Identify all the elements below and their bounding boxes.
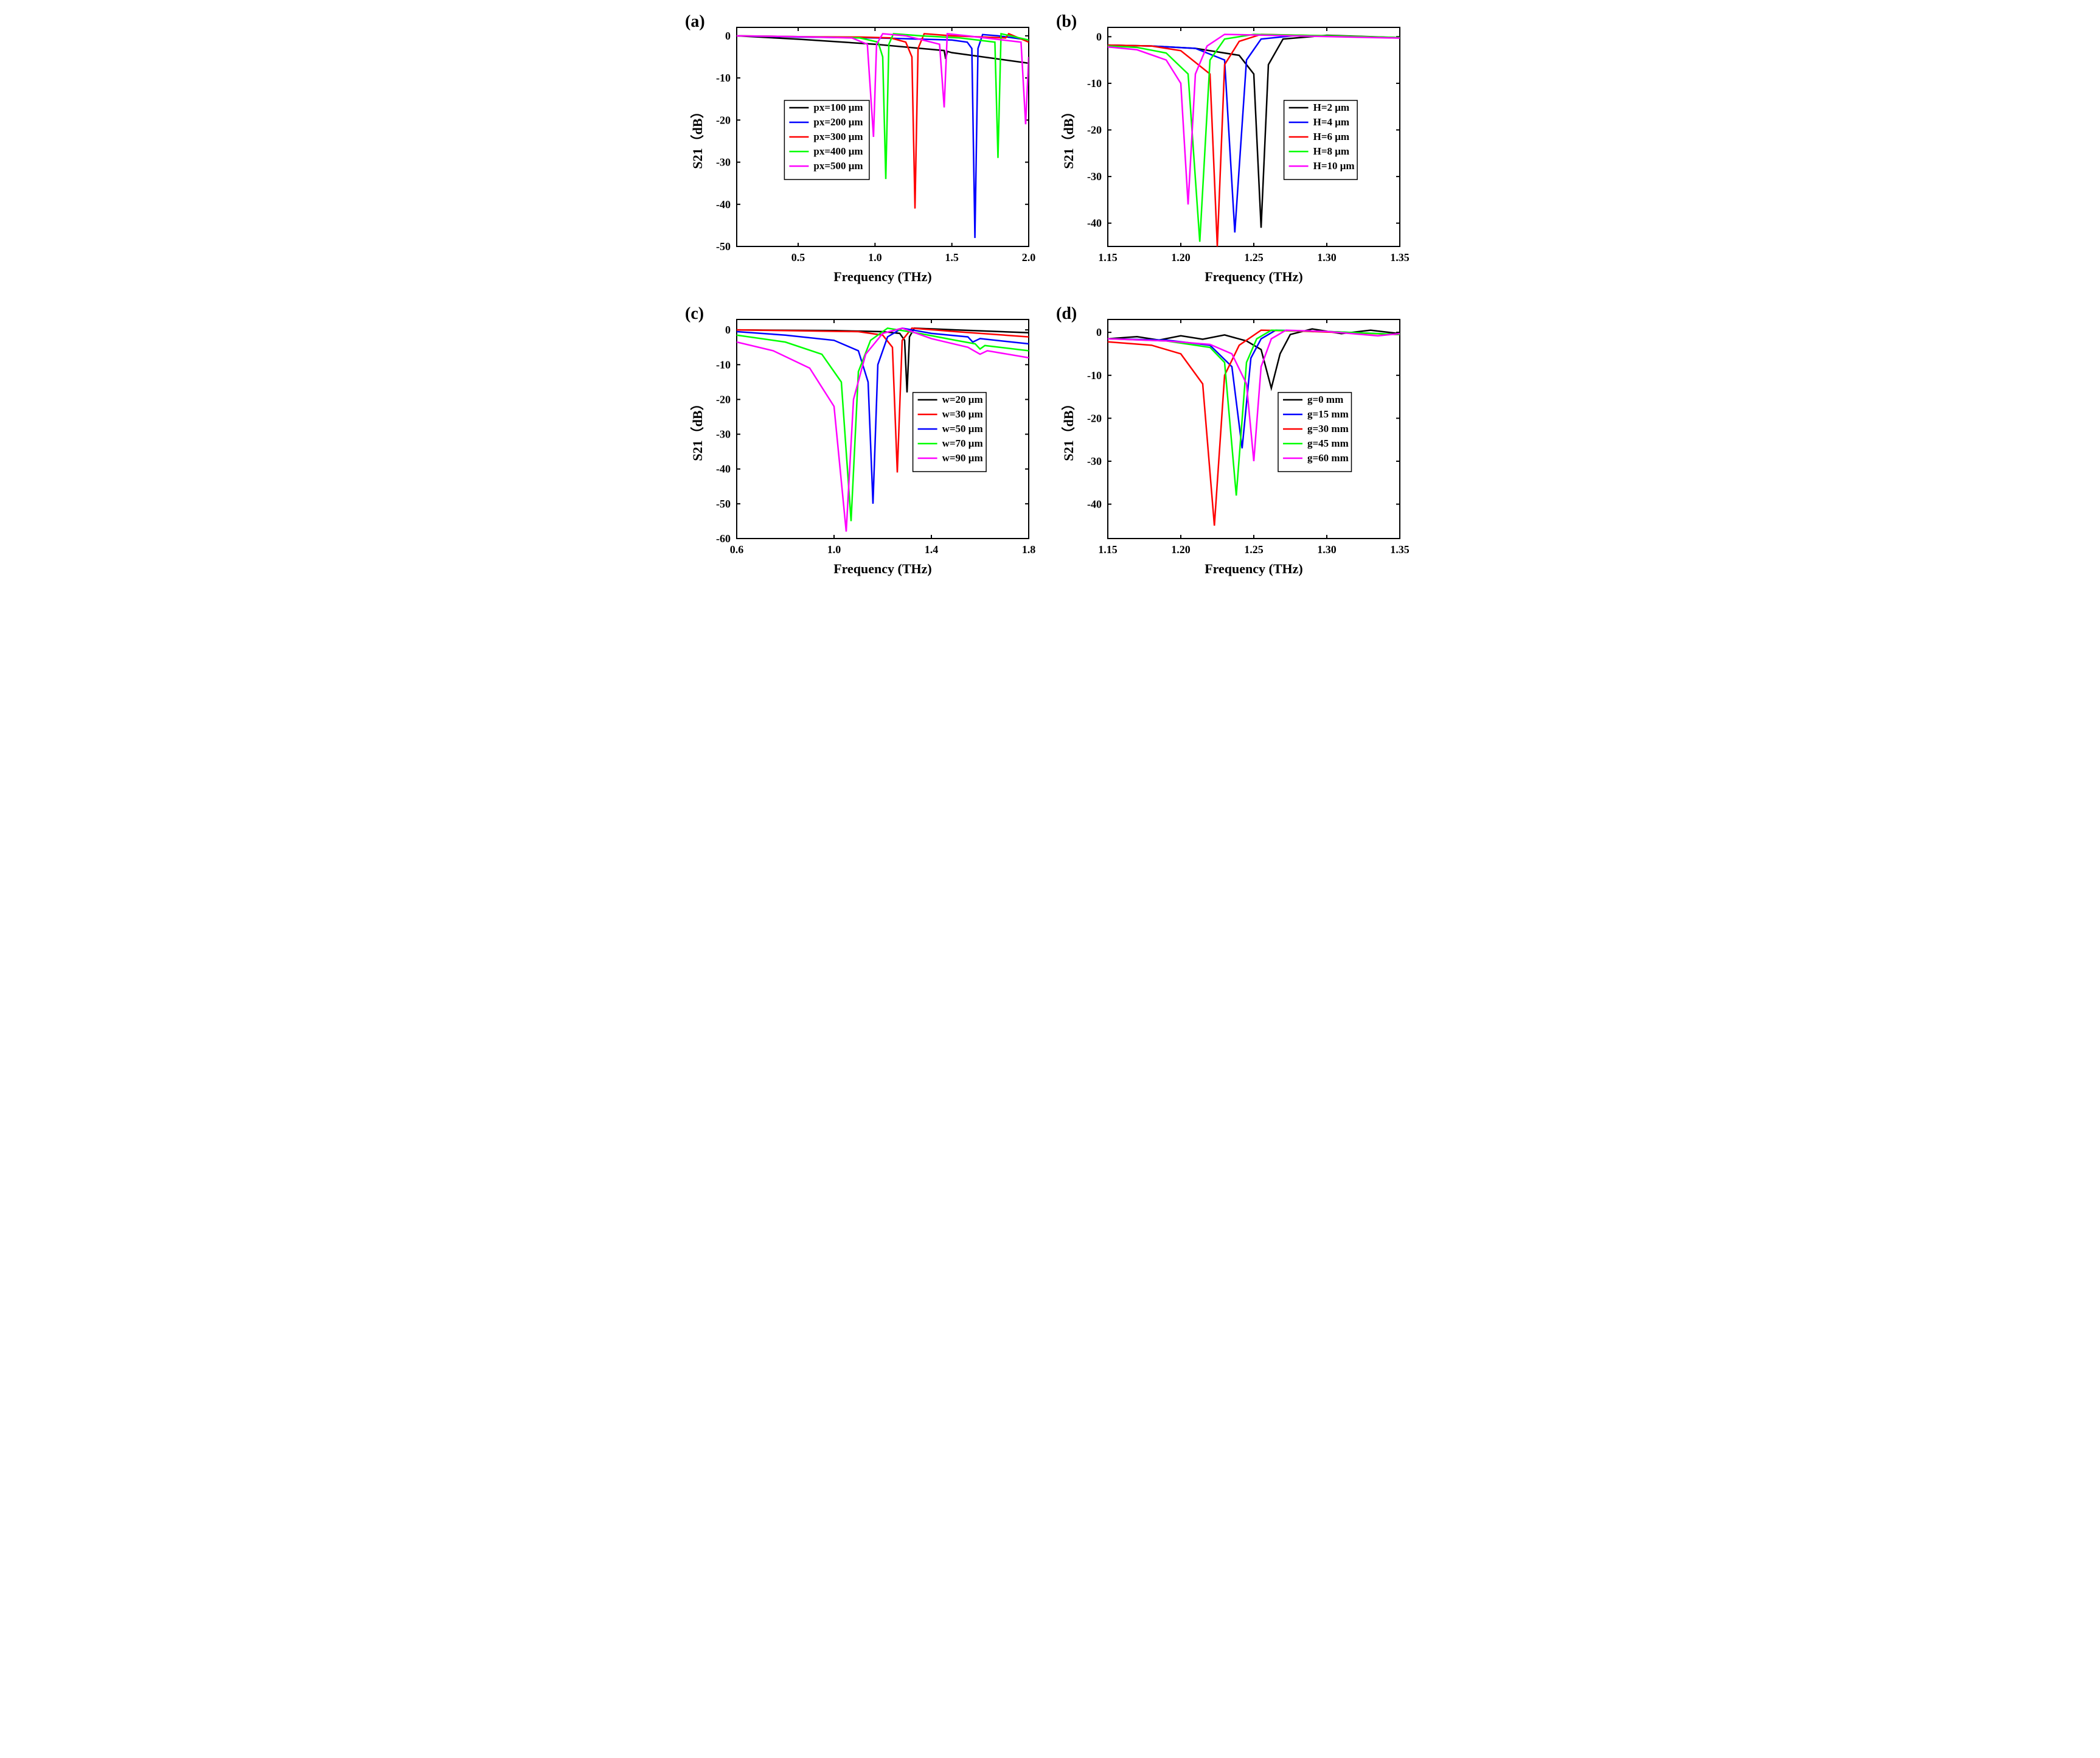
panel-c: (c) 0.6 1.0 1.4 1.8 -60 -50 -40 -30 -20 -10 0 Frequ… <box>685 304 1044 584</box>
svg-text:-40: -40 <box>716 463 731 475</box>
svg-text:g=30 mm: g=30 mm <box>1307 423 1349 434</box>
svg-text:2.0: 2.0 <box>1022 251 1036 263</box>
svg-text:1.20: 1.20 <box>1171 543 1191 556</box>
svg-text:S21（dB）: S21（dB） <box>690 105 705 169</box>
svg-text:-10: -10 <box>1087 77 1102 89</box>
panel-label-a: (a) <box>685 12 705 32</box>
svg-text:-40: -40 <box>716 198 731 211</box>
svg-text:H=10 μm: H=10 μm <box>1313 160 1355 172</box>
svg-text:g=60 mm: g=60 mm <box>1307 452 1349 464</box>
svg-text:-30: -30 <box>716 156 731 169</box>
svg-text:1.35: 1.35 <box>1390 251 1409 263</box>
svg-text:1.30: 1.30 <box>1317 543 1337 556</box>
svg-text:1.0: 1.0 <box>827 543 841 556</box>
svg-text:0: 0 <box>725 324 731 336</box>
svg-text:px=200 μm: px=200 μm <box>813 116 863 128</box>
svg-text:H=2 μm: H=2 μm <box>1313 102 1349 113</box>
svg-text:w=90 μm: w=90 μm <box>942 452 983 464</box>
svg-text:px=500 μm: px=500 μm <box>813 160 863 172</box>
svg-text:w=50 μm: w=50 μm <box>942 423 983 434</box>
svg-text:0: 0 <box>1096 30 1102 43</box>
figure-grid: (a) 0.5 1.0 1.5 2.0 -50 -40 -30 -20 -10 0 Frequenc… <box>685 12 1415 584</box>
svg-text:-40: -40 <box>1087 217 1102 229</box>
svg-text:-20: -20 <box>716 393 731 405</box>
svg-text:1.15: 1.15 <box>1098 543 1118 556</box>
panel-label-c: (c) <box>685 304 704 324</box>
panel-a: (a) 0.5 1.0 1.5 2.0 -50 -40 -30 -20 -10 0 Frequenc… <box>685 12 1044 292</box>
svg-text:-40: -40 <box>1087 498 1102 511</box>
svg-text:0: 0 <box>725 30 731 42</box>
panel-label-d: (d) <box>1056 304 1077 324</box>
svg-text:px=100 μm: px=100 μm <box>813 102 863 113</box>
svg-text:-20: -20 <box>1087 412 1102 424</box>
svg-text:1.20: 1.20 <box>1171 251 1191 263</box>
svg-text:0.6: 0.6 <box>730 543 744 556</box>
svg-text:1.35: 1.35 <box>1390 543 1409 556</box>
svg-text:1.25: 1.25 <box>1244 543 1264 556</box>
svg-text:w=70 μm: w=70 μm <box>942 438 983 449</box>
svg-text:S21（dB）: S21（dB） <box>1061 397 1076 461</box>
panel-b: (b) 1.15 1.20 1.25 1.30 1.35 -40 -30 -20 -10 0 Fre… <box>1056 12 1415 292</box>
svg-text:1.5: 1.5 <box>945 251 959 263</box>
chart-a: 0.5 1.0 1.5 2.0 -50 -40 -30 -20 -10 0 Frequency (T… <box>685 12 1038 292</box>
svg-text:Frequency (THz): Frequency (THz) <box>1205 561 1303 576</box>
chart-c: 0.6 1.0 1.4 1.8 -60 -50 -40 -30 -20 -10 0 Frequency… <box>685 304 1038 584</box>
svg-text:px=400 μm: px=400 μm <box>813 145 863 157</box>
svg-text:-10: -10 <box>716 72 731 84</box>
svg-text:H=8 μm: H=8 μm <box>1313 145 1349 157</box>
svg-text:Frequency (THz): Frequency (THz) <box>1205 269 1303 284</box>
svg-text:-50: -50 <box>716 498 731 510</box>
svg-text:w=30 μm: w=30 μm <box>942 408 983 420</box>
svg-text:px=300 μm: px=300 μm <box>813 131 863 142</box>
chart-d: 1.15 1.20 1.25 1.30 1.35 -40 -30 -20 -10 0 Frequen… <box>1056 304 1409 584</box>
svg-text:Frequency (THz): Frequency (THz) <box>833 269 932 284</box>
panel-label-b: (b) <box>1056 12 1077 32</box>
svg-text:1.0: 1.0 <box>868 251 882 263</box>
svg-text:1.25: 1.25 <box>1244 251 1264 263</box>
svg-text:-60: -60 <box>716 532 731 545</box>
chart-b: 1.15 1.20 1.25 1.30 1.35 -40 -30 -20 -10 0 Frequen… <box>1056 12 1409 292</box>
svg-text:g=45 mm: g=45 mm <box>1307 438 1349 449</box>
svg-text:S21（dB）: S21（dB） <box>690 397 705 461</box>
svg-text:0.5: 0.5 <box>791 251 805 263</box>
svg-text:H=4 μm: H=4 μm <box>1313 116 1349 128</box>
svg-text:-30: -30 <box>716 428 731 441</box>
panel-d: (d) 1.15 1.20 1.25 1.30 1.35 -40 -30 -20 -10 0 Fre… <box>1056 304 1415 584</box>
svg-text:1.15: 1.15 <box>1098 251 1118 263</box>
svg-text:-10: -10 <box>716 358 731 371</box>
svg-text:1.8: 1.8 <box>1022 543 1036 556</box>
svg-text:-10: -10 <box>1087 369 1102 382</box>
svg-text:Frequency (THz): Frequency (THz) <box>833 561 932 576</box>
svg-text:-50: -50 <box>716 240 731 253</box>
svg-text:-30: -30 <box>1087 455 1102 467</box>
svg-text:H=6 μm: H=6 μm <box>1313 131 1349 142</box>
svg-text:-30: -30 <box>1087 170 1102 183</box>
svg-text:1.30: 1.30 <box>1317 251 1337 263</box>
svg-text:S21（dB）: S21（dB） <box>1061 105 1076 169</box>
svg-text:g=0 mm: g=0 mm <box>1307 394 1343 405</box>
svg-text:1.4: 1.4 <box>925 543 939 556</box>
svg-text:0: 0 <box>1096 326 1102 338</box>
svg-text:w=20 μm: w=20 μm <box>942 394 983 405</box>
svg-text:-20: -20 <box>1087 124 1102 136</box>
svg-text:-20: -20 <box>716 114 731 126</box>
svg-text:g=15 mm: g=15 mm <box>1307 408 1349 420</box>
